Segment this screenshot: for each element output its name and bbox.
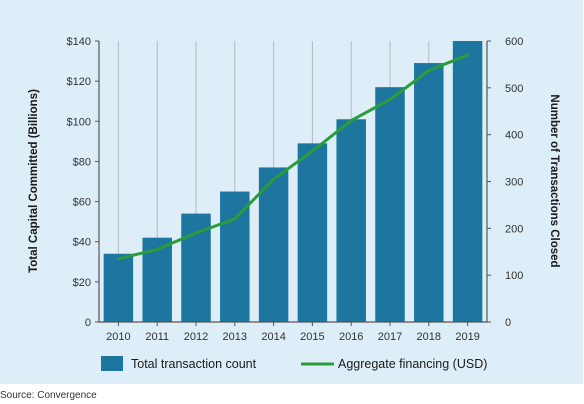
bar-2014: [258, 167, 289, 322]
x-tick-label: 2010: [106, 331, 130, 343]
x-tick-label: 2013: [223, 331, 247, 343]
right-tick-label: 0: [505, 317, 511, 329]
left-tick-label: $80: [73, 156, 91, 168]
bar-2016: [336, 119, 366, 323]
left-axis-title: Total Capital Committed (Billions): [28, 89, 40, 273]
bar-2019: [452, 41, 483, 322]
left-tick-label: $40: [73, 237, 91, 249]
right-tick-label: 100: [505, 270, 523, 282]
x-tick-label: 2014: [261, 331, 285, 343]
source-note: Source: Convergence: [0, 390, 97, 401]
left-axis-ticks: 0 $20 $40 $60 $80 $100 $120 $140: [67, 36, 99, 329]
x-tick-label: 2017: [378, 331, 402, 343]
left-tick-label: $20: [73, 277, 91, 289]
bar-2013: [220, 191, 250, 322]
legend-swatch-bar: [101, 356, 123, 371]
line-series: [116, 53, 470, 261]
left-tick-label: $120: [67, 76, 91, 88]
aggregate-financing-line: [116, 53, 470, 261]
left-tick-label: $140: [67, 36, 91, 48]
legend-label-line: Aggregate financing (USD): [338, 357, 487, 371]
x-tick-label: 2018: [417, 331, 441, 343]
bar-2018: [414, 63, 444, 322]
bar-2010: [103, 253, 134, 322]
x-tick-label: 2011: [145, 331, 169, 343]
left-tick-label: 0: [85, 317, 91, 329]
x-tick-label: 2019: [455, 331, 479, 343]
right-axis-title: Number of Transactions Closed: [548, 94, 560, 267]
chart-panel: [0, 0, 583, 384]
combo-chart: 0 $20 $40 $60 $80 $100 $120 $140 0 100 200 300 400 5…: [28, 36, 560, 371]
left-tick-label: $60: [73, 197, 91, 209]
bar-series: [103, 41, 483, 323]
bar-2017: [375, 87, 405, 323]
right-tick-label: 400: [505, 130, 523, 142]
bar-2015: [297, 143, 328, 322]
right-tick-label: 600: [505, 36, 523, 48]
x-axis-ticks: 2010 2011 2012 2013 2014 2015 2016 2017 2018 2019: [106, 322, 480, 343]
right-axis-ticks: 0 100 200 300 400 500 600: [487, 36, 523, 329]
x-tick-label: 2016: [339, 331, 363, 343]
legend-label-bar: Total transaction count: [131, 357, 257, 371]
left-tick-label: $100: [67, 116, 91, 128]
right-tick-label: 300: [505, 177, 523, 189]
right-tick-label: 500: [505, 83, 523, 95]
right-tick-label: 200: [505, 223, 523, 235]
x-tick-label: 2012: [184, 331, 208, 343]
x-tick-label: 2015: [300, 331, 324, 343]
legend: Total transaction count Aggregate financ…: [101, 356, 487, 371]
